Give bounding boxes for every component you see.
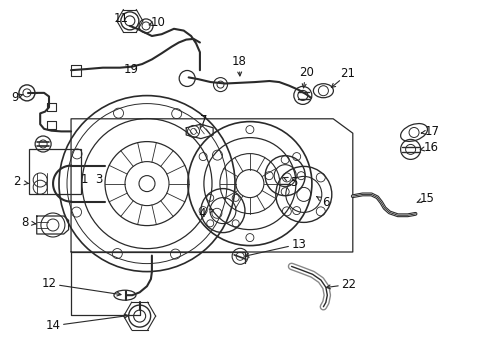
Text: 8: 8 (21, 216, 28, 229)
Text: 9: 9 (11, 91, 19, 104)
Text: 10: 10 (150, 16, 165, 29)
Text: 16: 16 (424, 141, 439, 154)
Text: 13: 13 (292, 238, 306, 251)
Text: 21: 21 (341, 67, 355, 80)
Text: 6: 6 (322, 196, 330, 209)
Text: 17: 17 (425, 125, 440, 138)
Text: 18: 18 (232, 55, 246, 68)
Text: 20: 20 (299, 66, 314, 78)
Text: 11: 11 (114, 12, 129, 24)
Text: 4: 4 (198, 207, 206, 220)
Text: 14: 14 (46, 319, 60, 332)
Text: 2: 2 (13, 175, 21, 188)
Text: 3: 3 (95, 173, 103, 186)
Text: 15: 15 (420, 192, 435, 204)
Text: 22: 22 (342, 278, 356, 291)
Text: 5: 5 (290, 176, 298, 189)
Text: 12: 12 (42, 277, 56, 290)
Text: 1: 1 (80, 173, 88, 186)
Bar (29, 149, 81, 194)
Text: 7: 7 (199, 114, 207, 127)
Text: 19: 19 (124, 63, 139, 76)
